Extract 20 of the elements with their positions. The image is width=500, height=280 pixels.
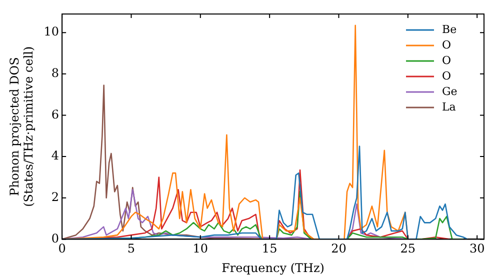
x-tick-label: 5 — [127, 242, 136, 256]
x-tick-label: 25 — [400, 242, 416, 256]
x-tick-label: 30 — [469, 242, 485, 256]
y-tick-label: 10 — [44, 24, 60, 39]
legend-label: O — [442, 54, 452, 67]
x-tick-label: 15 — [262, 242, 278, 256]
x-tick-label: 20 — [331, 242, 346, 256]
x-tick-label: 10 — [192, 242, 208, 256]
y-tick-label: 4 — [51, 148, 60, 163]
legend-label: O — [442, 38, 452, 52]
legend-label: O — [442, 69, 452, 82]
x-axis-title: Frequency (THz) — [222, 260, 324, 275]
y-tick-label: 6 — [51, 107, 60, 122]
legend-label: La — [442, 100, 456, 114]
y-tick-label: 0 — [51, 231, 60, 246]
y-tick-label: 8 — [51, 66, 60, 80]
y-tick-label: 2 — [51, 190, 60, 204]
y-axis-title: Phonon projected DOS (States/THz·primitive cell) — [7, 46, 36, 207]
legend-label: Ge — [442, 84, 458, 98]
legend-label: Be — [442, 22, 457, 36]
